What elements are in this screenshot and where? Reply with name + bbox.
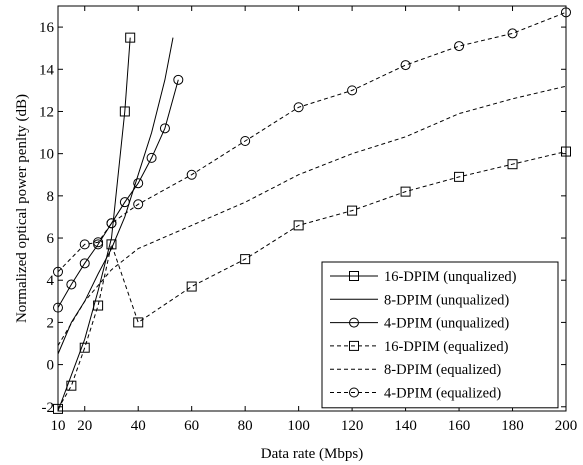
legend-label: 8-DPIM (unqualized) [384, 292, 509, 308]
x-tick-label: 10 [51, 418, 66, 434]
y-axis-label: Normalized optical power penlty (dB) [14, 94, 30, 323]
y-tick-label: 10 [39, 147, 54, 163]
legend-label: 16-DPIM (equalized) [384, 339, 509, 355]
x-tick-label: 60 [184, 418, 199, 434]
series-1 [58, 33, 135, 411]
x-tick-label: 120 [341, 418, 364, 434]
x-tick-label: 180 [501, 418, 524, 434]
data-point [401, 61, 410, 70]
x-tick-label: 140 [394, 418, 417, 434]
series-3 [54, 75, 183, 312]
data-point [187, 282, 196, 291]
x-tick-label: 200 [555, 418, 578, 434]
series-line [58, 38, 130, 411]
legend-label: 8-DPIM (equalized) [384, 362, 501, 378]
y-tick-label: 14 [39, 62, 55, 78]
series-line [58, 80, 178, 308]
x-tick-label: 160 [448, 418, 471, 434]
data-point [455, 42, 464, 51]
x-tick-label: 100 [287, 418, 310, 434]
legend: 16-DPIM (unqualized) 8-DPIM (unqualized) 4… [322, 262, 558, 408]
series-line [58, 12, 566, 272]
y-tick-label: 8 [47, 189, 55, 205]
x-axis-label: Data rate (Mbps) [261, 446, 363, 462]
y-tick-label: 12 [39, 104, 54, 120]
data-point [134, 318, 143, 327]
legend-label: 4-DPIM (equalized) [384, 386, 501, 402]
x-tick-label: 40 [131, 418, 146, 434]
y-tick-label: 4 [47, 273, 55, 289]
y-tick-label: -2 [42, 400, 55, 416]
legend-label: 4-DPIM (unqualized) [384, 316, 509, 332]
data-point [508, 29, 517, 38]
x-tick-label: 80 [238, 418, 253, 434]
y-tick-label: 16 [39, 20, 55, 36]
legend-label: 16-DPIM (unqualized) [384, 269, 517, 285]
y-tick-label: 2 [47, 315, 55, 331]
y-tick-label: 6 [47, 231, 55, 247]
y-tick-label: 0 [47, 358, 55, 374]
series-6 [54, 8, 571, 276]
x-tick-label: 20 [77, 418, 92, 434]
